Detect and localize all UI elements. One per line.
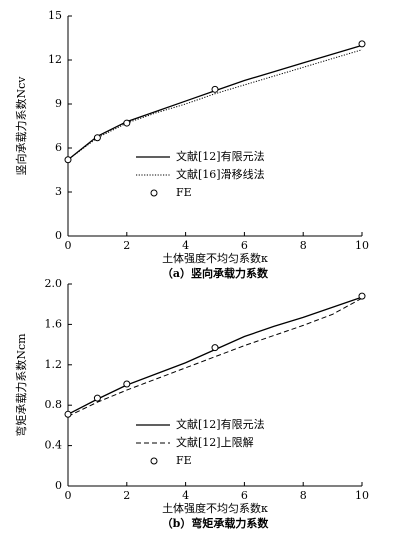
y-axis-label: 竖向承载力系数Ncv bbox=[14, 76, 28, 176]
fe-point bbox=[211, 344, 219, 352]
x-tick-label: 0 bbox=[65, 239, 72, 252]
y-tick-label: 0 bbox=[55, 479, 62, 492]
series-line bbox=[67, 297, 363, 417]
y-tick-label: 1.2 bbox=[45, 358, 63, 371]
legend-marker bbox=[150, 457, 158, 465]
fe-point bbox=[211, 85, 219, 93]
legend-label: 文献[12]有限元法 bbox=[176, 149, 265, 163]
x-tick-label: 4 bbox=[182, 239, 189, 252]
y-tick-label: 0.8 bbox=[45, 398, 63, 411]
x-tick-label: 8 bbox=[300, 489, 307, 502]
legend-label: FE bbox=[176, 454, 192, 467]
x-tick-label: 2 bbox=[123, 239, 130, 252]
fe-point bbox=[123, 119, 131, 127]
fe-point bbox=[358, 40, 366, 48]
y-tick-label: 1.6 bbox=[45, 317, 63, 330]
x-tick-label: 10 bbox=[355, 489, 369, 502]
legend-label: FE bbox=[176, 186, 192, 199]
legend-label: 文献[12]有限元法 bbox=[176, 417, 265, 431]
x-tick-label: 10 bbox=[355, 239, 369, 252]
x-tick-label: 4 bbox=[182, 489, 189, 502]
y-tick-label: 15 bbox=[48, 9, 62, 22]
fe-point bbox=[93, 394, 101, 402]
legend-label: 文献[12]上限解 bbox=[176, 435, 254, 449]
x-tick-label: 2 bbox=[123, 489, 130, 502]
chart-caption: （b）弯矩承载力系数 bbox=[162, 516, 270, 530]
fe-point bbox=[93, 134, 101, 142]
fe-point bbox=[358, 292, 366, 300]
fe-point bbox=[64, 156, 72, 164]
series-line bbox=[67, 49, 363, 161]
x-tick-label: 6 bbox=[241, 489, 248, 502]
x-tick-label: 0 bbox=[65, 489, 72, 502]
x-axis-label: 土体强度不均匀系数κ bbox=[162, 251, 268, 265]
y-tick-label: 0.4 bbox=[45, 439, 63, 452]
legend-label: 文献[16]滑移线法 bbox=[176, 167, 265, 181]
y-tick-label: 3 bbox=[55, 185, 62, 198]
y-tick-label: 12 bbox=[48, 53, 62, 66]
fe-point bbox=[123, 380, 131, 388]
y-tick-label: 9 bbox=[55, 97, 62, 110]
fe-point bbox=[64, 410, 72, 418]
x-tick-label: 8 bbox=[300, 239, 307, 252]
y-axis-label: 弯矩承载力系数Ncm bbox=[14, 333, 28, 437]
y-tick-label: 2.0 bbox=[45, 277, 63, 290]
y-tick-label: 6 bbox=[55, 141, 62, 154]
x-axis-label: 土体强度不均匀系数κ bbox=[162, 501, 268, 515]
x-tick-label: 6 bbox=[241, 239, 248, 252]
y-tick-label: 0 bbox=[55, 229, 62, 242]
chart-caption: （a）竖向承载力系数 bbox=[162, 266, 269, 280]
legend-marker bbox=[150, 189, 158, 197]
series-line bbox=[67, 296, 363, 415]
